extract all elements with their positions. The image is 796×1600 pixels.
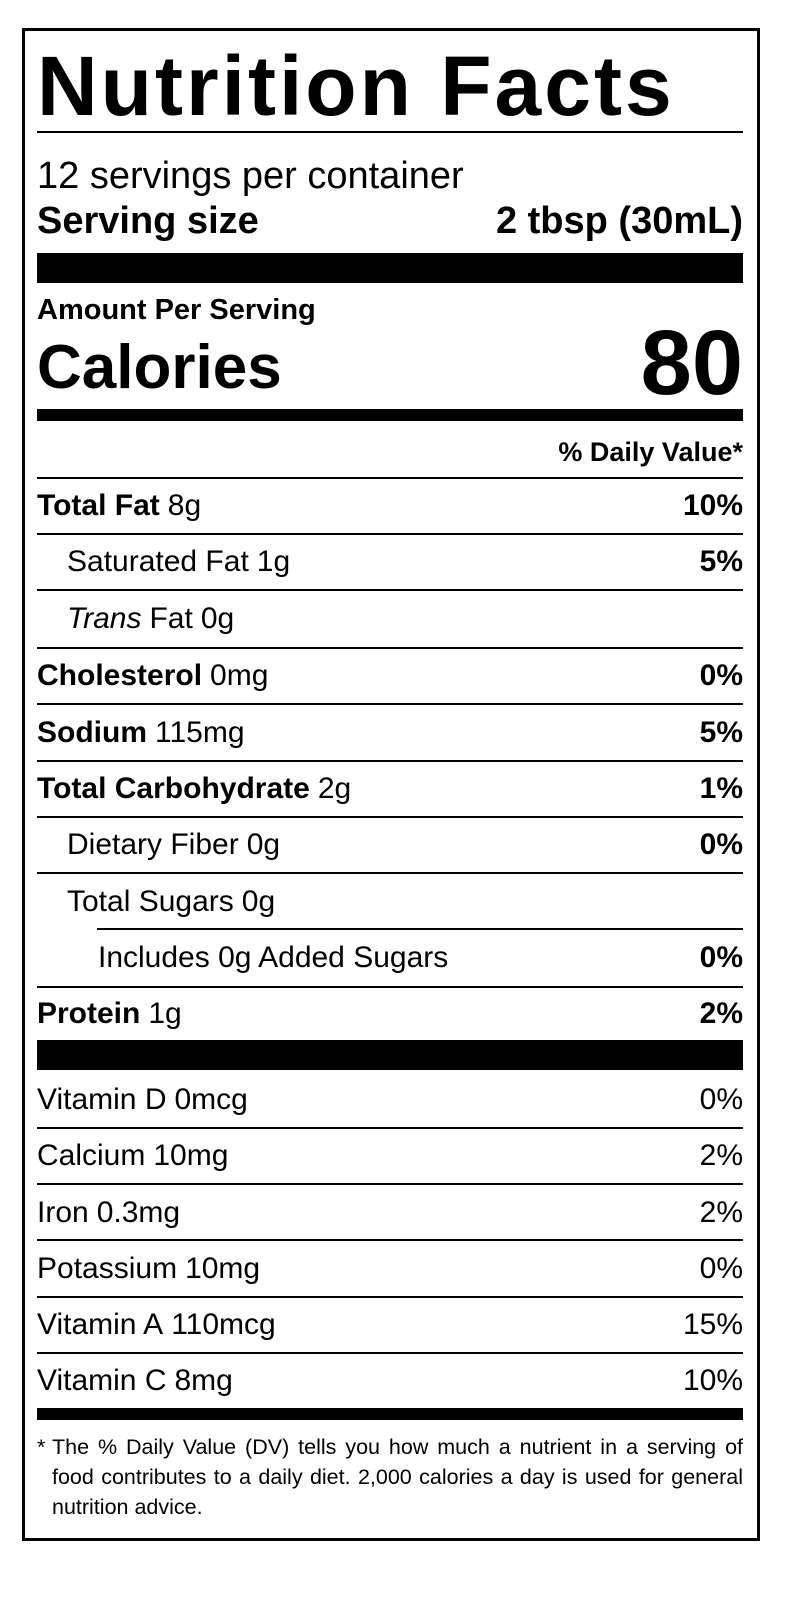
nutrient-name: Total Fat	[37, 489, 160, 522]
vitamin-dv: 2%	[699, 1139, 743, 1172]
vitamin-name: Vitamin C	[37, 1364, 167, 1397]
nutrient-amount: 8g	[167, 489, 202, 522]
calories-value: 80	[640, 312, 743, 414]
dv-header: % Daily Value*	[37, 432, 743, 472]
vitamin-row: Vitamin A 110mcg 15%	[37, 1298, 743, 1352]
nutrient-amount: 115mg	[155, 715, 245, 749]
vitamin-row: Potassium 10mg 0%	[37, 1241, 743, 1296]
nutrient-amount: 0g	[246, 828, 281, 861]
vitamin-name: Iron	[37, 1196, 89, 1229]
nutrient-dv: 5%	[699, 545, 743, 578]
footnote-marker: *	[37, 1435, 46, 1459]
calories-label: Calories	[37, 333, 282, 402]
vitamin-name: Vitamin A	[37, 1308, 164, 1341]
rule	[37, 1296, 743, 1298]
rule	[37, 986, 743, 988]
thick-bar	[37, 253, 743, 283]
vitamin-row: Calcium 10mg 2%	[37, 1129, 743, 1183]
nutrient-amount: 2g	[317, 772, 352, 805]
dv-header-text: % Daily Value*	[558, 436, 743, 467]
thick-bar	[37, 1040, 743, 1070]
nutrient-amount: 0g	[200, 602, 235, 635]
rule	[37, 1183, 743, 1185]
vitamin-amount: 110mcg	[171, 1308, 276, 1341]
nutrient-row: Saturated Fat 1g 5%	[37, 535, 743, 589]
rule	[37, 647, 743, 649]
thick-bar	[37, 1408, 743, 1420]
nutrient-dv: 5%	[699, 715, 743, 749]
nutrient-amount: 1g	[256, 545, 291, 578]
nutrient-amount: 0g	[241, 884, 276, 918]
thick-bar	[37, 409, 743, 421]
rule	[37, 1352, 743, 1354]
nutrient-name: Fat	[149, 602, 193, 635]
nutrient-row: Sodium 115mg 5%	[37, 705, 743, 760]
rule	[37, 533, 743, 535]
rule	[37, 477, 743, 479]
nutrient-dv: 0%	[699, 941, 743, 974]
nutrient-name: Cholesterol	[37, 659, 203, 692]
serving-size-label: Serving size	[37, 199, 259, 242]
nutrient-row: Protein 1g 2%	[37, 988, 743, 1040]
vitamin-dv: 15%	[682, 1308, 743, 1341]
vitamin-row: Vitamin D 0mcg 0%	[37, 1072, 743, 1127]
nutrient-name: Includes 0g Added Sugars	[98, 941, 449, 974]
rule	[37, 131, 743, 133]
amount-per-serving: Amount Per Serving	[37, 294, 316, 326]
rule	[37, 589, 743, 591]
rule	[37, 1127, 743, 1129]
rule	[37, 703, 743, 705]
nutrient-dv: 0%	[699, 659, 743, 692]
nutrient-dv: 2%	[699, 997, 743, 1030]
calories-row: Calories 80	[37, 312, 743, 414]
nutrient-name: Total Carbohydrate	[37, 772, 310, 805]
vitamin-dv: 2%	[699, 1196, 743, 1229]
vitamin-amount: 10mg	[185, 1251, 261, 1285]
nutrient-row: Total Carbohydrate 2g 1%	[37, 762, 743, 816]
vitamin-name: Calcium	[37, 1139, 146, 1172]
vitamin-dv: 0%	[699, 1082, 743, 1116]
footnote-text: The % Daily Value (DV) tells you how muc…	[52, 1435, 743, 1519]
nutrient-row: Includes 0g Added Sugars 0%	[37, 930, 743, 986]
nutrient-name: Protein	[37, 997, 141, 1030]
nutrient-amount: 0mg	[210, 659, 269, 692]
vitamin-amount: 8mg	[174, 1364, 233, 1397]
rule	[37, 1239, 743, 1241]
vitamin-row: Iron 0.3mg 2%	[37, 1185, 743, 1241]
nutrient-amount: 1g	[148, 997, 182, 1030]
nutrient-row: Total Fat 8g 10%	[37, 479, 743, 533]
footnote: * The % Daily Value (DV) tells you how m…	[37, 1432, 743, 1522]
nutrient-dv: 10%	[682, 489, 743, 522]
nutrient-row: Dietary Fiber 0g 0%	[37, 818, 743, 872]
vitamin-name: Potassium	[37, 1251, 178, 1285]
nutrition-label	[22, 28, 760, 1541]
nutrient-dv: 0%	[699, 828, 743, 861]
vitamin-dv: 0%	[699, 1251, 743, 1285]
vitamin-amount: 10mg	[153, 1139, 229, 1172]
vitamin-amount: 0.3mg	[96, 1196, 181, 1229]
vitamin-amount: 0mcg	[174, 1082, 248, 1116]
rule	[37, 872, 743, 874]
title: Nutrition Facts	[37, 39, 675, 133]
nutrient-name: Dietary Fiber	[67, 828, 239, 861]
nutrient-name: Saturated Fat	[67, 545, 249, 578]
serving-size-row: Serving size 2 tbsp (30mL)	[37, 198, 743, 244]
vitamin-name: Vitamin D	[37, 1082, 167, 1116]
vitamin-row: Vitamin C 8mg 10%	[37, 1354, 743, 1408]
nutrient-row: Total Sugars 0g	[37, 874, 743, 929]
nutrient-dv: 1%	[699, 772, 743, 805]
nutrient-name: Sodium	[37, 715, 147, 749]
vitamin-dv: 10%	[682, 1364, 743, 1397]
servings: 12 servings per container	[37, 155, 464, 197]
serving-size-value: 2 tbsp (30mL)	[495, 199, 743, 242]
rule	[37, 816, 743, 818]
nutrient-row: Trans Fat 0g	[37, 591, 743, 647]
nutrient-row: Cholesterol 0mg 0%	[37, 649, 743, 703]
nutrient-name-italic: Trans	[67, 602, 142, 635]
rule	[97, 928, 743, 930]
nutrient-name: Total Sugars	[67, 884, 234, 918]
rule	[37, 760, 743, 762]
